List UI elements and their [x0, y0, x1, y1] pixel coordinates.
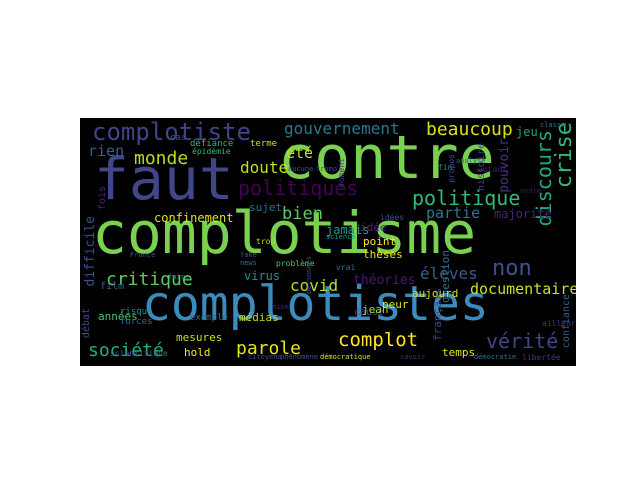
word-th-ories: théories: [353, 273, 416, 288]
word-id-e: idée: [360, 221, 387, 234]
word-majorit-: majorité: [494, 207, 552, 221]
word-trump: trump: [316, 165, 338, 173]
word-mesures: mesures: [176, 331, 223, 344]
word-fin: fin: [438, 163, 453, 172]
word-ann-es: années: [98, 310, 138, 323]
word-documentaire: documentaire: [470, 280, 576, 298]
word-cloud: complotisme complotistes faut contre complot…: [80, 118, 576, 366]
word-id-es: idées: [380, 213, 405, 222]
word--pid-mie: épidémie: [192, 147, 231, 156]
word-cause: cause: [354, 307, 385, 318]
word-savoir: savoir: [400, 353, 426, 361]
word-cas: cas: [170, 133, 187, 143]
word-propos: propos: [447, 154, 456, 183]
word-complotistes: complotistes: [142, 276, 489, 332]
word-aucune: aucune: [288, 165, 314, 173]
word-faire: faire: [168, 273, 190, 281]
word-crise: crise: [552, 122, 576, 189]
word-complot: complot: [338, 329, 419, 351]
word-point: point: [363, 235, 397, 248]
word-m-dias: médias: [239, 311, 279, 324]
word-ordre: ordre: [520, 187, 542, 195]
word-classe: classe: [540, 121, 566, 129]
word-sujet: sujet: [249, 201, 283, 214]
word-complotiste: complotiste: [92, 118, 251, 146]
word-news: news: [240, 259, 257, 267]
word-covid: covid: [290, 276, 339, 295]
word-aujourd: aujourd: [412, 287, 459, 300]
word-difficile: difficile: [83, 216, 98, 287]
word-fois: fois: [97, 186, 108, 211]
word-analyse: analyse: [456, 157, 486, 165]
word-politique: politique: [412, 186, 521, 210]
word-doute: doute: [240, 158, 289, 177]
word-jamais: jamais: [326, 223, 370, 237]
word-science: science: [326, 233, 356, 241]
word-d-mocratie: démocratie: [474, 353, 517, 361]
word-parole: parole: [236, 338, 302, 359]
word-trop: trop: [256, 237, 276, 246]
word-virus: virus: [244, 269, 281, 283]
word-d-fiance: défiance: [190, 139, 234, 149]
word-film: film: [100, 281, 125, 292]
word-hold: hold: [184, 346, 211, 359]
word-fake: fake: [240, 251, 257, 259]
word-autant: autant: [478, 165, 507, 174]
word-personnes: personnes: [305, 256, 313, 294]
word-moment: moment: [337, 158, 346, 187]
word-th-ses: thèses: [363, 248, 403, 261]
word-rien: rien: [88, 142, 125, 160]
word-exemple: exemple: [190, 313, 228, 323]
word-d-bat: débat: [81, 308, 92, 339]
word-politiques: politiques: [238, 176, 359, 200]
word-partie: partie: [426, 204, 481, 222]
word-confinement: confinement: [154, 211, 234, 225]
word-soci-t-: société: [88, 340, 164, 361]
word-terme: terme: [250, 139, 278, 149]
word-faut: faut: [94, 145, 234, 213]
word--t-: été: [286, 144, 314, 162]
word-mise: mise: [272, 303, 289, 311]
word-vrai: vrai: [336, 263, 356, 272]
word-d-mocratique: démocratique: [320, 353, 371, 361]
word-critique: critique: [106, 269, 193, 290]
word-contre: contre: [278, 123, 495, 193]
word-libert-e: libertée: [522, 353, 561, 362]
word-forces: forces: [120, 317, 153, 327]
word-gouvernement: gouvernement: [284, 119, 400, 138]
word-non: non: [492, 256, 532, 281]
word-scientifique: scientifique: [110, 349, 168, 358]
word-complotisme: complotisme: [92, 199, 477, 267]
word-jean: jean: [362, 303, 389, 316]
word-france: France: [130, 251, 156, 259]
word-bien: bien: [282, 204, 323, 224]
word-beaucoup: beaucoup: [426, 119, 513, 140]
word-risque: risque: [120, 307, 153, 317]
word--l-ves: élèves: [420, 264, 478, 283]
word-ph-nom-ne: phénomène: [280, 353, 318, 361]
word-jeu: jeu: [516, 125, 538, 139]
word-monde: monde: [134, 148, 189, 169]
word-peur: peur: [382, 298, 409, 311]
word-probl-me: problème: [276, 259, 315, 268]
word-temps: temps: [442, 346, 476, 359]
word-v-rit-: vérité: [486, 329, 559, 353]
word-citoyens: citoyens: [248, 353, 282, 361]
